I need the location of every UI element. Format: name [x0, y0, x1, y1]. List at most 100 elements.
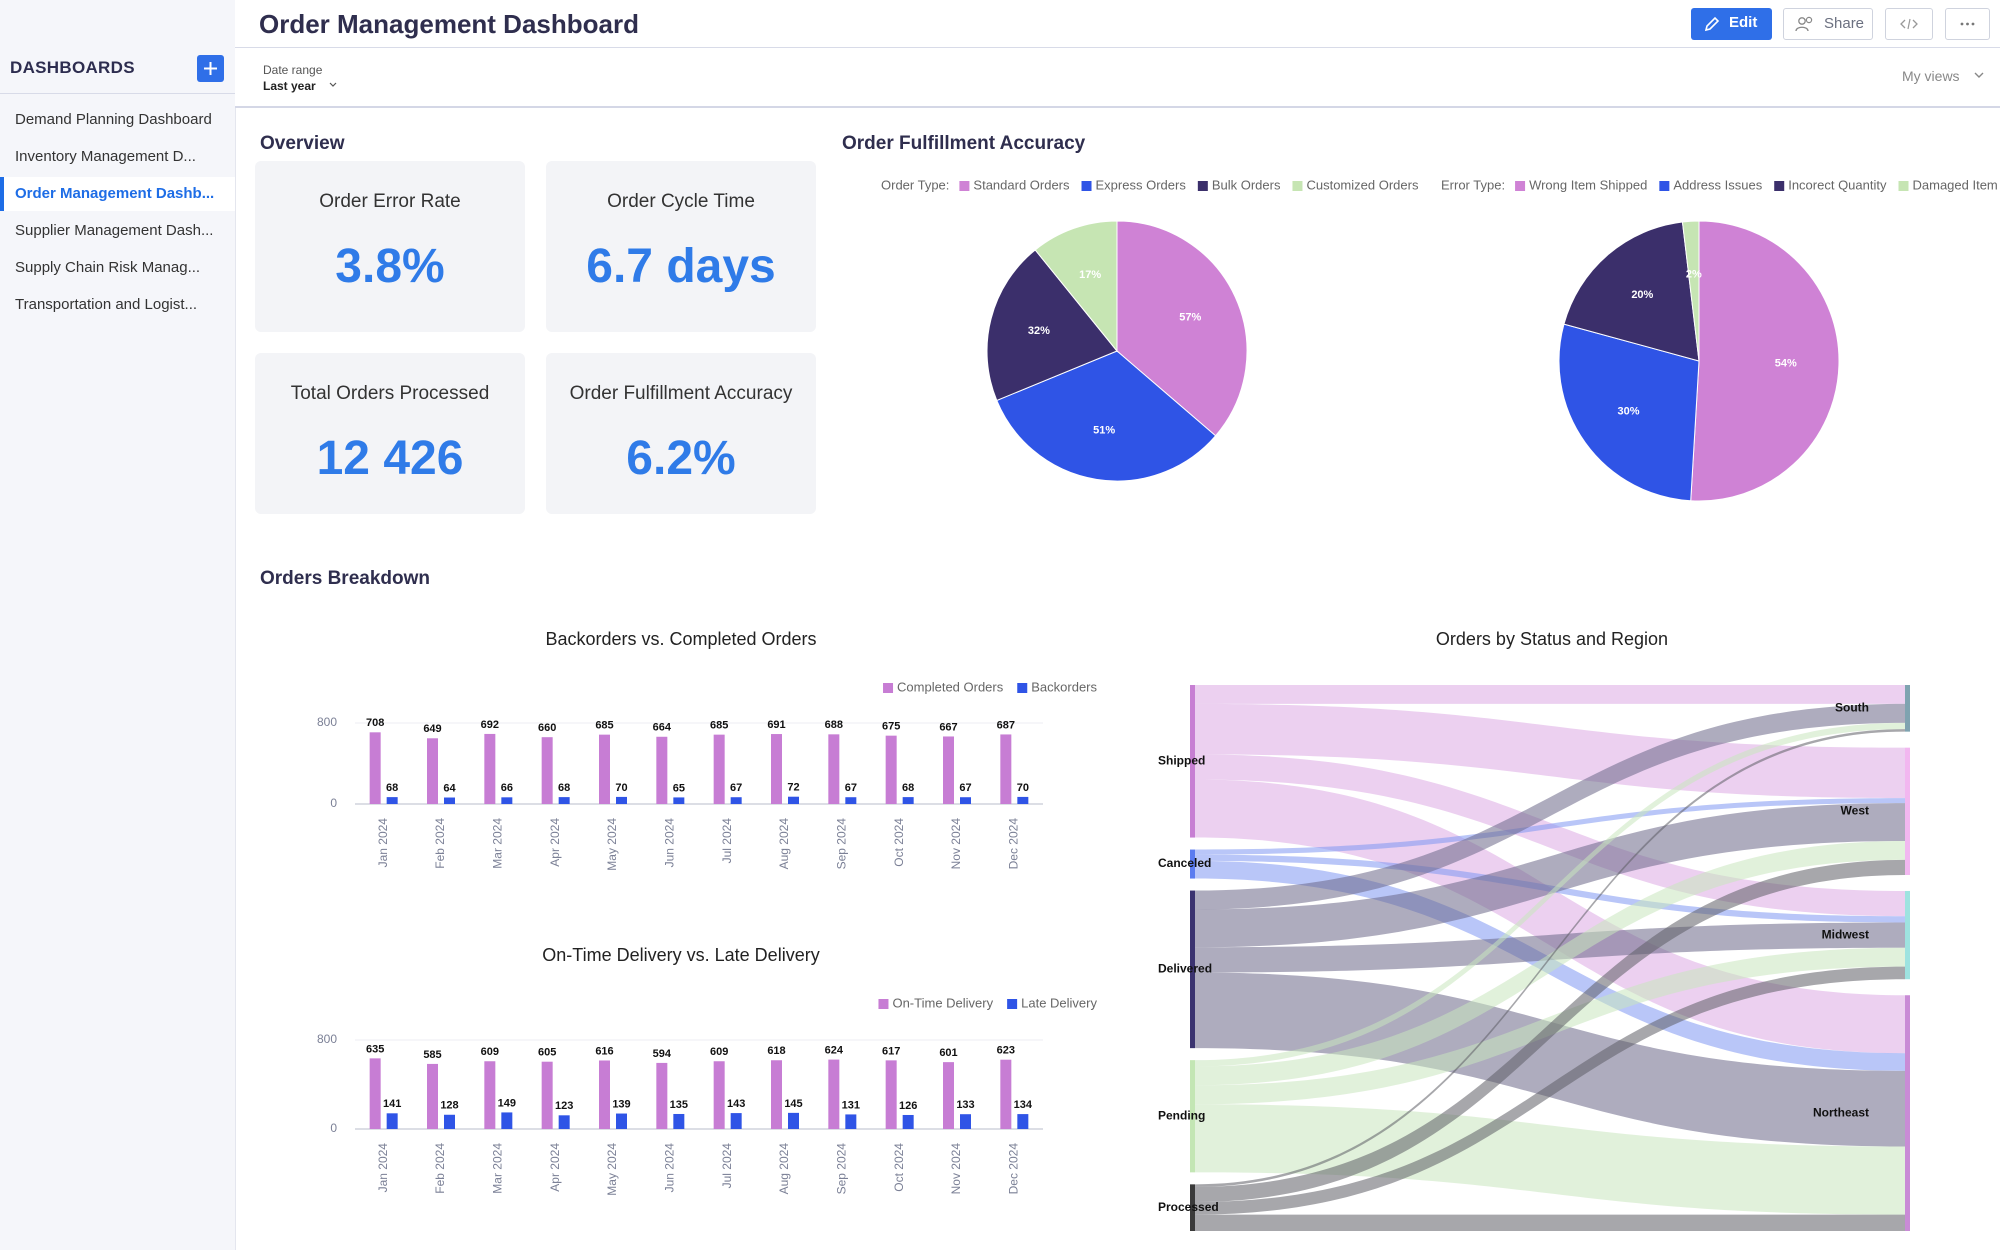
x-tick-label: Apr 2024: [548, 818, 562, 867]
x-tick-label: Jan 2024: [376, 1143, 390, 1193]
divider: [0, 93, 235, 94]
sankey-link: [1195, 779, 1905, 1054]
sankey-link: [1195, 1104, 1905, 1215]
x-tick-label: May 2024: [605, 818, 619, 871]
slice-label: 30%: [1617, 406, 1639, 418]
bar: [730, 1113, 742, 1129]
pie-slice: [1116, 220, 1248, 437]
value-label: 692: [481, 719, 499, 731]
embed-button[interactable]: [1885, 8, 1933, 40]
kpi-card: Order Error Rate 3.8%: [255, 161, 525, 332]
legend-label: Damaged Item: [1913, 177, 1998, 192]
dashboard-link[interactable]: Supplier Management Dash...: [15, 222, 214, 239]
sankey-node: [1190, 1060, 1195, 1173]
bar: [673, 1113, 685, 1129]
bar: [730, 797, 742, 804]
value-label: 133: [956, 1099, 974, 1111]
bar: [558, 797, 570, 804]
x-tick-label: Jan 2024: [376, 818, 390, 868]
value-label: 691: [767, 719, 785, 731]
value-label: 708: [366, 717, 384, 729]
edit-button[interactable]: Edit: [1691, 8, 1772, 40]
y-tick-label: 800: [317, 1032, 337, 1046]
x-tick-label: Feb 2024: [433, 1143, 447, 1194]
node-label: Northeast: [1813, 1105, 1869, 1119]
value-label: 67: [845, 782, 857, 794]
dashboard-link[interactable]: Order Management Dashb...: [0, 177, 235, 211]
section-title: Orders Breakdown: [260, 568, 430, 589]
x-tick-label: Dec 2024: [1007, 818, 1021, 870]
bar: [599, 1060, 610, 1129]
value-label: 685: [595, 720, 613, 732]
value-label: 687: [997, 719, 1015, 731]
bar: [845, 1114, 857, 1129]
value-label: 141: [383, 1098, 401, 1110]
sankey-link: [1195, 729, 1905, 1187]
bar: [828, 734, 840, 804]
value-label: 65: [673, 782, 685, 794]
value-label: 143: [727, 1098, 745, 1110]
bar: [713, 1061, 725, 1129]
bar: [828, 1059, 840, 1129]
bar: [386, 797, 398, 804]
sankey-link: [1195, 854, 1905, 923]
bar: [902, 1114, 914, 1129]
legend-label: Express Orders: [1096, 177, 1187, 192]
sankey-node: [1190, 849, 1195, 879]
bar: [386, 1113, 398, 1129]
dashboard-link[interactable]: Inventory Management D...: [15, 148, 196, 165]
more-button[interactable]: [1945, 8, 1990, 40]
pencil-icon: [1704, 16, 1720, 32]
date-range-value[interactable]: Last year: [263, 79, 316, 93]
code-icon: [1900, 18, 1918, 30]
add-dashboard-button[interactable]: [197, 55, 224, 82]
share-button[interactable]: Share: [1783, 8, 1873, 40]
sankey-node: [1190, 685, 1195, 838]
x-tick-label: Sep 2024: [835, 818, 849, 870]
sankey-node: [1905, 995, 1910, 1231]
bar: [902, 797, 914, 804]
value-label: 617: [882, 1045, 900, 1057]
legend-label: Customized Orders: [1306, 177, 1418, 192]
legend-swatch: [1292, 181, 1303, 191]
legend-swatch: [1007, 999, 1018, 1009]
legend-title: Error Type:: [1441, 177, 1505, 192]
slice-label: 57%: [1179, 311, 1201, 323]
chevron-icon: [329, 82, 337, 87]
pie-slice: [1034, 220, 1118, 353]
my-views[interactable]: My views: [1902, 68, 1960, 84]
legend-swatch: [1515, 181, 1526, 191]
chart-title: On-Time Delivery vs. Late Delivery: [542, 945, 819, 965]
x-tick-label: Jul 2024: [720, 1143, 734, 1189]
legend-label: Completed Orders: [897, 679, 1004, 694]
bar: [673, 797, 685, 804]
value-label: 72: [787, 782, 799, 794]
legend: On-Time Delivery Late Delivery: [878, 995, 1097, 1010]
slice-label: 54%: [1775, 357, 1797, 369]
value-label: 667: [939, 721, 957, 733]
filter-bar: Date range Last year My views: [235, 48, 2000, 108]
pie-slice: [986, 249, 1118, 402]
pie-slice: [1558, 323, 1700, 502]
sankey-node: [1905, 747, 1910, 875]
legend-swatch: [959, 181, 970, 191]
bar: [484, 1061, 496, 1129]
dashboard-link[interactable]: Transportation and Logist...: [15, 296, 198, 313]
chart-title: Orders by Status and Region: [1436, 629, 1668, 649]
value-label: 685: [710, 720, 728, 732]
dashboard-link[interactable]: Demand Planning Dashboard: [15, 111, 212, 128]
dashboard-link[interactable]: Supply Chain Risk Manag...: [15, 259, 201, 276]
node-label: South: [1835, 700, 1869, 714]
value-label: 67: [730, 782, 742, 794]
sankey-link: [1195, 972, 1905, 1147]
bar: [788, 796, 799, 804]
value-label: 131: [842, 1099, 860, 1111]
bar: [960, 797, 971, 804]
value-label: 616: [595, 1045, 613, 1057]
slice-label: 17%: [1079, 269, 1101, 281]
sankey-node: [1905, 890, 1910, 980]
sidebar-title: DASHBOARDS: [10, 58, 135, 77]
legend-label: Backorders: [1031, 679, 1097, 694]
bar: [1017, 1114, 1029, 1129]
x-tick-label: Nov 2024: [949, 818, 963, 870]
